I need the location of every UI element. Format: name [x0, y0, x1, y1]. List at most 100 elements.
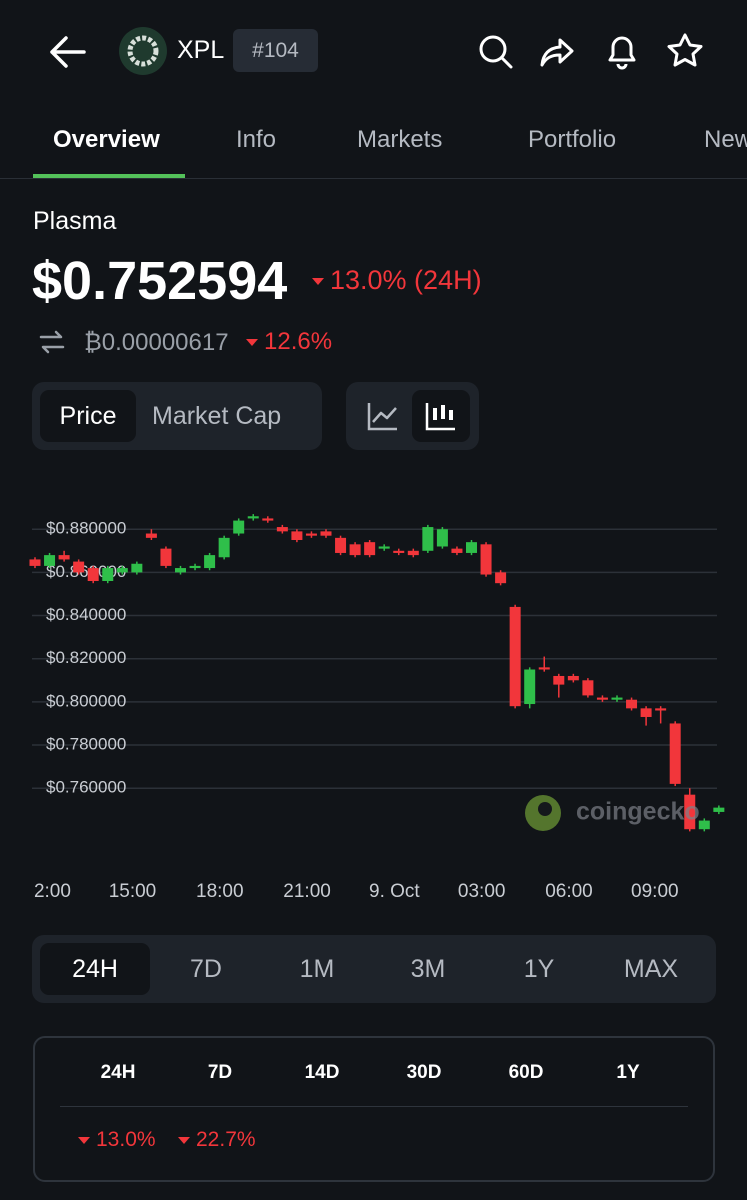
candle-body [669, 723, 681, 784]
candle-body [145, 533, 157, 538]
candle-body [73, 561, 85, 573]
performance-header: 7D [207, 1062, 233, 1083]
candle-body [509, 606, 521, 707]
performance-value-text: 22.7% [196, 1128, 256, 1151]
coin-logo [119, 27, 167, 75]
candle-body [596, 697, 608, 700]
range-option[interactable]: 1Y [523, 955, 555, 983]
candle-body [538, 667, 550, 670]
x-tick-label: 06:00 [545, 881, 593, 902]
back-button[interactable] [46, 32, 90, 72]
candle-body [131, 563, 143, 573]
btc-change-text: 12.6% [264, 328, 333, 355]
x-tick-label: 9. Oct [369, 881, 420, 902]
performance-value: 13.0% [78, 1128, 156, 1152]
toggle-option[interactable]: Market Cap [152, 402, 282, 430]
divider [0, 178, 747, 179]
candle-body [698, 820, 710, 830]
tab[interactable]: Overview [53, 126, 160, 153]
candle-body [349, 544, 361, 556]
coin-name: Plasma [33, 207, 117, 235]
y-tick-label: $0.800000 [46, 691, 126, 710]
watermark [525, 795, 561, 831]
coin-symbol: XPL [177, 36, 225, 64]
candle-body [640, 708, 652, 717]
candle-body [553, 675, 565, 685]
candle-body [378, 546, 390, 549]
x-tick-label: 03:00 [458, 881, 506, 902]
candle-body [407, 550, 419, 556]
performance-table [33, 1036, 715, 1182]
tab[interactable]: New [704, 126, 747, 153]
chart: $0.880000 $0.860000 $0.840000 $0.820000 $0.8… [29, 514, 725, 902]
candle-body [466, 542, 477, 553]
x-tick-label: 2:00 [34, 881, 71, 902]
performance-header: 30D [406, 1062, 442, 1083]
candle-body [218, 537, 230, 558]
performance-header: 1Y [616, 1062, 640, 1083]
watermark-text: coingecko [576, 798, 700, 826]
toggle-option[interactable]: Price [40, 390, 136, 442]
candle-body [175, 568, 186, 573]
x-tick-label: 21:00 [283, 881, 331, 902]
price-change-text: 13.0% (24H) [330, 265, 482, 295]
tab[interactable]: Markets [357, 126, 443, 153]
performance-header: 24H [100, 1062, 136, 1083]
candle-body [291, 531, 303, 541]
alert-button[interactable] [602, 30, 642, 72]
price: $0.752594 [32, 251, 288, 311]
x-tick-label: 15:00 [109, 881, 157, 902]
range-option[interactable]: 7D [190, 955, 222, 983]
y-tick-label: $0.760000 [46, 778, 126, 797]
candle-body [320, 531, 332, 536]
share-button[interactable] [538, 32, 578, 72]
range-option[interactable]: 3M [410, 955, 446, 983]
candle-body [451, 548, 463, 553]
candle-body [102, 568, 114, 582]
candle-body [87, 568, 99, 582]
search-button[interactable] [476, 32, 516, 72]
candle-body [305, 533, 317, 536]
candle-body [393, 550, 405, 553]
range-option[interactable]: 24H [72, 955, 118, 983]
candle-body [524, 669, 536, 705]
range-option[interactable]: MAX [623, 955, 679, 983]
btc-price: ₿0.00000617 [84, 329, 229, 356]
candle-body [276, 527, 288, 532]
candle-body [626, 699, 638, 709]
x-tick-label: 18:00 [196, 881, 244, 902]
candle-body [262, 518, 274, 521]
tab-indicator [33, 174, 185, 178]
y-tick-label: $0.820000 [46, 648, 126, 667]
y-tick-label: $0.880000 [46, 519, 126, 538]
rank-badge: #104 [233, 29, 318, 72]
tab[interactable]: Portfolio [528, 126, 617, 153]
x-tick-label: 09:00 [631, 881, 679, 902]
candle-body [116, 568, 128, 573]
range-option[interactable]: 1M [299, 955, 335, 983]
performance-value-text: 13.0% [96, 1128, 156, 1151]
favorite-button[interactable] [664, 30, 706, 72]
y-tick-label: $0.780000 [46, 735, 126, 754]
candle-icon [425, 403, 455, 431]
candle-body [58, 555, 70, 560]
swap-icon [39, 330, 65, 354]
candle-body [495, 572, 507, 584]
btc-change: 12.6% [246, 328, 332, 356]
tab[interactable]: Info [236, 126, 277, 153]
table-divider [60, 1106, 688, 1107]
candle-body [189, 565, 201, 569]
y-tick-label: $0.840000 [46, 605, 126, 624]
performance-value: 22.7% [178, 1128, 256, 1152]
candle-body [567, 675, 579, 681]
y-tick-label: $0.860000 [46, 562, 126, 581]
candle-body [335, 537, 347, 553]
candle-body [160, 548, 172, 566]
candle-body [611, 697, 623, 700]
candle-body [713, 807, 725, 812]
candle-body [29, 559, 41, 566]
line-chart-button[interactable] [366, 400, 400, 432]
candle-body [655, 708, 667, 711]
candle-body [364, 542, 376, 556]
